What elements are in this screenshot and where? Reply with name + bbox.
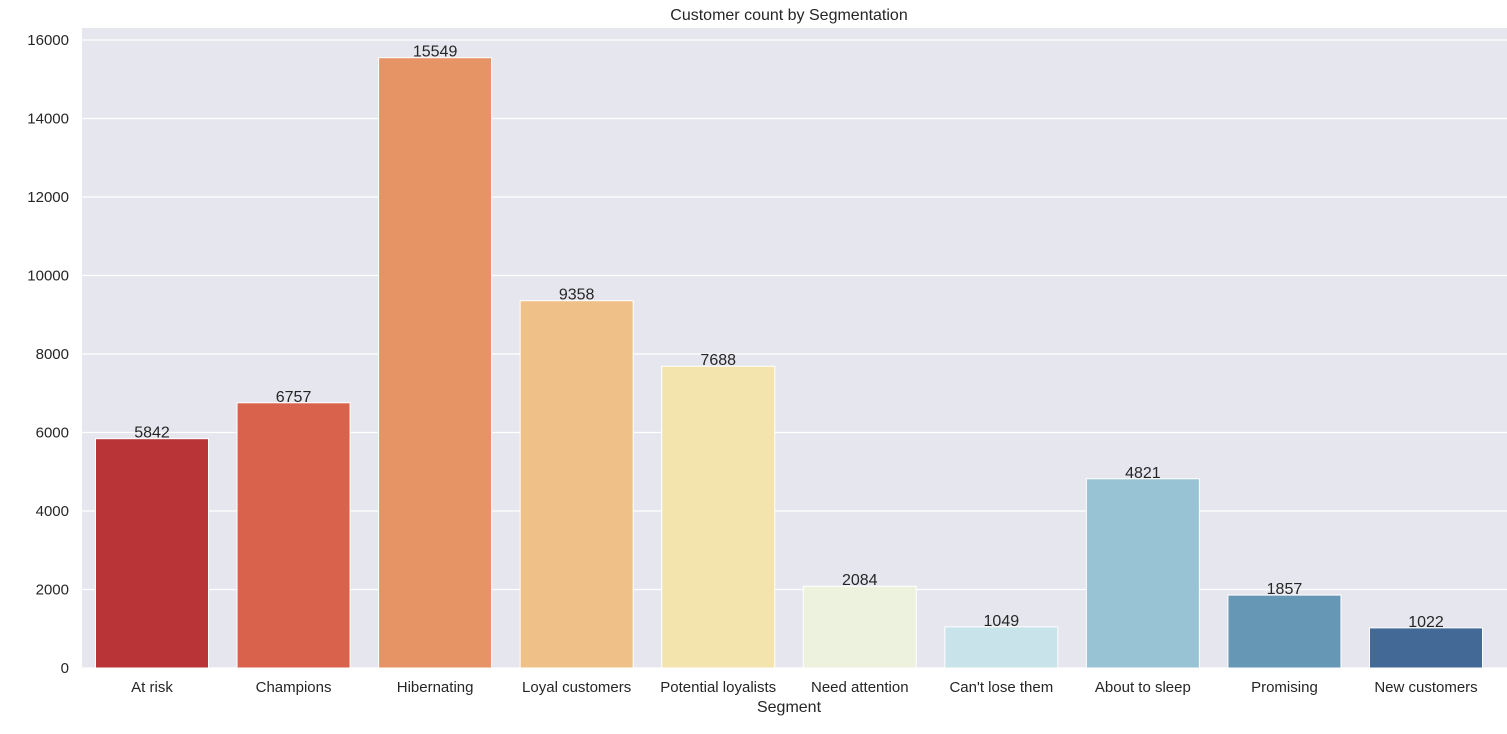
y-tick-label: 16000 bbox=[27, 32, 69, 49]
x-tick-label: At risk bbox=[131, 679, 173, 696]
y-tick-label: 6000 bbox=[36, 425, 69, 442]
bar bbox=[944, 626, 1059, 669]
x-tick-label: Potential loyalists bbox=[660, 679, 776, 696]
bar bbox=[236, 402, 351, 669]
y-tick-label: 0 bbox=[61, 660, 69, 677]
bar-value-label: 6757 bbox=[276, 389, 312, 406]
bar bbox=[802, 585, 917, 669]
bars bbox=[95, 57, 1483, 669]
bar-value-label: 4821 bbox=[1125, 465, 1161, 482]
x-tick-label: Hibernating bbox=[397, 679, 474, 696]
x-tick-label: Loyal customers bbox=[522, 679, 631, 696]
bar bbox=[519, 300, 634, 669]
x-tick-label: Can't lose them bbox=[949, 679, 1053, 696]
x-tick-label: About to sleep bbox=[1095, 679, 1191, 696]
x-tick-label: Champions bbox=[256, 679, 332, 696]
bar-value-label: 5842 bbox=[134, 425, 170, 442]
y-tick-label: 8000 bbox=[36, 346, 69, 363]
y-tick-labels: 0 2000 4000 6000 8000 10000 12000 14000 16000 bbox=[27, 32, 69, 677]
bar bbox=[1369, 627, 1483, 669]
y-tick-label: 12000 bbox=[27, 189, 69, 206]
bar-value-label: 9358 bbox=[559, 287, 595, 304]
bar-value-label: 1022 bbox=[1408, 614, 1444, 631]
x-tick-labels: At risk Champions Hibernating Loyal custome… bbox=[131, 679, 1478, 696]
bar bbox=[661, 365, 776, 669]
x-tick-label: Need attention bbox=[811, 679, 909, 696]
bar bbox=[95, 438, 209, 669]
data-labels: 5842 6757 15549 9358 7688 2084 1049 4821 1857 102… bbox=[134, 44, 1444, 631]
bar bbox=[378, 57, 493, 669]
x-axis-label: Segment bbox=[757, 699, 822, 716]
y-tick-label: 10000 bbox=[27, 268, 69, 285]
y-tick-label: 4000 bbox=[36, 503, 69, 520]
x-tick-label: New customers bbox=[1374, 679, 1477, 696]
chart-title: Customer count by Segmentation bbox=[670, 7, 907, 24]
bar-value-label: 15549 bbox=[413, 44, 458, 61]
bar bbox=[1085, 478, 1200, 669]
bar-value-label: 1857 bbox=[1267, 581, 1303, 598]
y-tick-label: 14000 bbox=[27, 111, 69, 128]
bar-value-label: 2084 bbox=[842, 572, 878, 589]
y-tick-label: 2000 bbox=[36, 582, 69, 599]
bar-value-label: 1049 bbox=[984, 613, 1020, 630]
bar bbox=[1227, 594, 1342, 669]
bar-value-label: 7688 bbox=[700, 352, 736, 369]
x-tick-label: Promising bbox=[1251, 679, 1318, 696]
